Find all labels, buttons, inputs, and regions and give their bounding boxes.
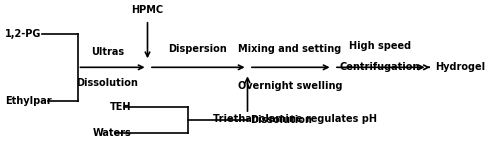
Text: Centrifugation: Centrifugation bbox=[340, 62, 420, 72]
Text: Hydrogel: Hydrogel bbox=[435, 62, 485, 72]
Text: Dissolution: Dissolution bbox=[76, 78, 138, 88]
Text: Dispersion: Dispersion bbox=[168, 44, 227, 54]
Text: Dissolution: Dissolution bbox=[250, 115, 312, 125]
Text: Ultras: Ultras bbox=[91, 47, 124, 57]
Text: Triethanolamine regulates pH: Triethanolamine regulates pH bbox=[213, 114, 377, 124]
Text: TEH: TEH bbox=[110, 102, 132, 112]
Text: Mixing and setting: Mixing and setting bbox=[238, 44, 342, 54]
Text: 1,2-PG: 1,2-PG bbox=[5, 29, 42, 39]
Text: Overnight swelling: Overnight swelling bbox=[238, 81, 342, 91]
Text: Ethylpar: Ethylpar bbox=[5, 96, 52, 106]
Text: Waters: Waters bbox=[92, 128, 131, 138]
Text: HPMC: HPMC bbox=[132, 5, 164, 15]
Text: High speed: High speed bbox=[349, 41, 411, 51]
